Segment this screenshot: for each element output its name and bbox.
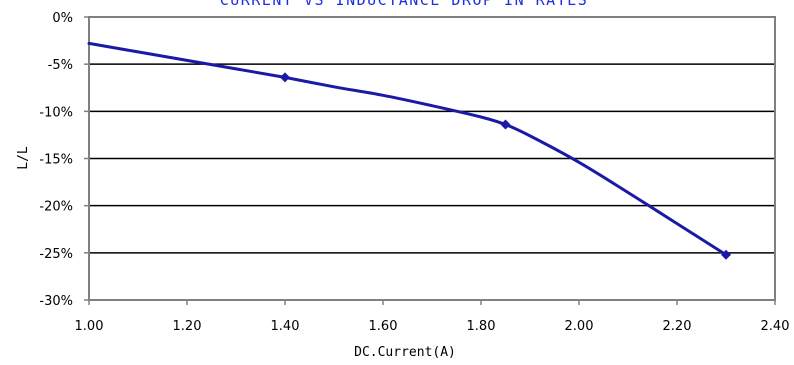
chart-title-group: CURRENT VS INDUCTANCE DROP IN RATES [220,0,589,9]
x-tick-label: 1.00 [75,319,104,334]
series-line [89,43,726,254]
y-tick-label: -5% [48,58,73,73]
data-point-marker [501,120,511,130]
x-axis-label: DC.Current(A) [354,345,456,360]
x-tick-label: 2.00 [565,319,594,334]
y-tick-label: -15% [39,153,73,168]
x-tick-label: 1.80 [467,319,496,334]
x-tick-label: 2.40 [761,319,790,334]
grid-lines [89,64,775,253]
y-tick-label: -10% [39,105,73,120]
x-axis-ticks: 1.00 1.20 1.40 1.60 1.80 2.00 2.20 2.40 [75,300,790,334]
y-tick-label: -30% [39,294,73,309]
x-tick-label: 1.40 [271,319,300,334]
data-point-marker [280,72,290,82]
chart-title: CURRENT VS INDUCTANCE DROP IN RATES [220,0,589,9]
x-tick-label: 1.60 [369,319,398,334]
y-tick-label: -25% [39,247,73,262]
series-group [89,43,731,259]
y-tick-label: -20% [39,200,73,215]
x-tick-label: 2.20 [663,319,692,334]
y-tick-label: 0% [52,11,73,26]
y-axis-label: L/L [16,146,31,170]
x-tick-label: 1.20 [173,319,202,334]
y-axis-ticks: 0% -5% -10% -15% -20% -25% -30% [39,11,89,309]
